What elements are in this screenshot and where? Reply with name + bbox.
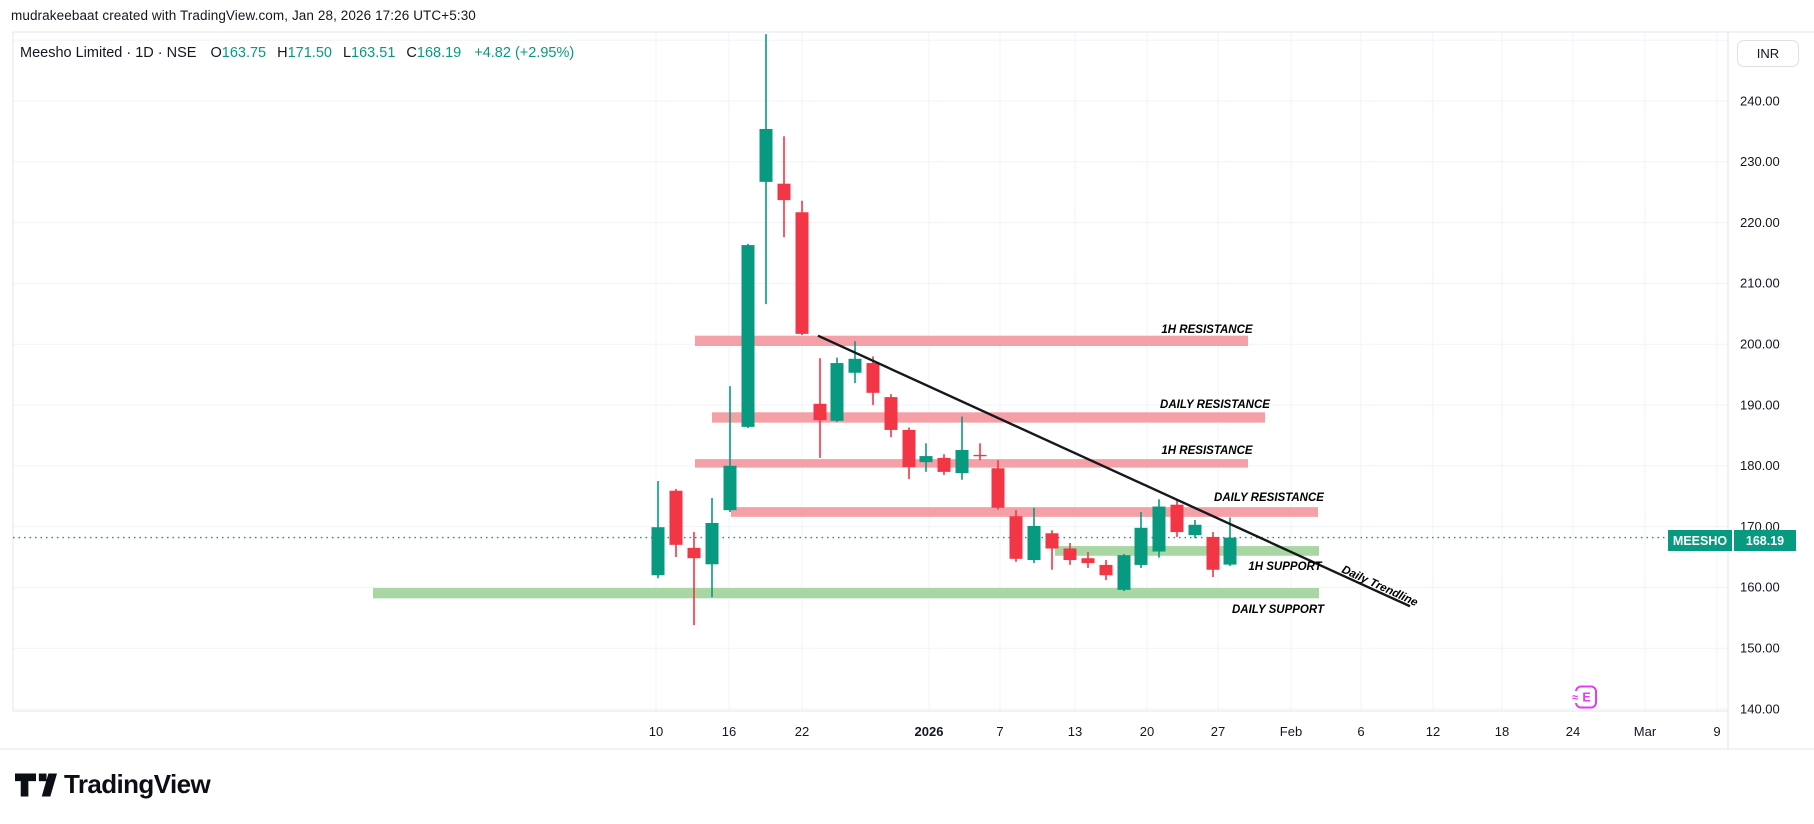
ohlc-low: L163.51	[342, 45, 396, 61]
svg-text:27: 27	[1211, 724, 1225, 739]
svg-text:190.00: 190.00	[1740, 397, 1780, 412]
price-label-symbol: MEESHO	[1668, 530, 1732, 551]
svg-text:1H RESISTANCE: 1H RESISTANCE	[1161, 445, 1252, 457]
svg-text:20: 20	[1140, 724, 1154, 739]
svg-text:1H SUPPORT: 1H SUPPORT	[1248, 561, 1322, 573]
svg-text:≈: ≈	[1572, 692, 1578, 704]
symbol-legend[interactable]: Meesho Limited · 1D · NSE O163.75 H171.5…	[20, 45, 574, 61]
time-axis[interactable]	[13, 711, 1728, 749]
svg-text:Feb: Feb	[1280, 724, 1302, 739]
svg-text:7: 7	[996, 724, 1003, 739]
svg-text:DAILY RESISTANCE: DAILY RESISTANCE	[1214, 492, 1324, 504]
svg-text:2026: 2026	[915, 724, 944, 739]
change-badge: +4.82 (+2.95%)	[474, 45, 575, 61]
svg-text:200.00: 200.00	[1740, 337, 1780, 352]
svg-text:DAILY SUPPORT: DAILY SUPPORT	[1232, 604, 1325, 616]
ohlc-high: H171.50	[277, 45, 332, 61]
svg-text:E: E	[1582, 691, 1590, 705]
tradingview-logo-text: TradingView	[64, 769, 211, 799]
attribution-text: mudrakeebaat created with TradingView.co…	[11, 8, 476, 23]
tradingview-logo: TradingView	[15, 769, 211, 800]
ohlc-open: O163.75	[210, 45, 267, 61]
svg-text:10: 10	[649, 724, 663, 739]
svg-text:22: 22	[795, 724, 809, 739]
svg-text:18: 18	[1495, 724, 1509, 739]
svg-text:16: 16	[722, 724, 736, 739]
ohlc-close: C168.19	[406, 45, 462, 61]
tradingview-logo-icon	[15, 773, 57, 796]
svg-text:210.00: 210.00	[1740, 276, 1780, 291]
price-label-value: 168.19	[1734, 530, 1796, 551]
last-price-label[interactable]: MEESHO 168.19	[1668, 530, 1796, 551]
svg-text:DAILY RESISTANCE: DAILY RESISTANCE	[1160, 399, 1270, 411]
svg-text:6: 6	[1357, 724, 1364, 739]
svg-text:180.00: 180.00	[1740, 458, 1780, 473]
svg-text:Mar: Mar	[1634, 724, 1657, 739]
svg-text:220.00: 220.00	[1740, 215, 1780, 230]
symbol-title: Meesho Limited · 1D · NSE	[20, 45, 197, 61]
currency-button[interactable]: INR	[1737, 40, 1799, 67]
svg-text:12: 12	[1426, 724, 1440, 739]
svg-text:160.00: 160.00	[1740, 580, 1780, 595]
svg-text:1H RESISTANCE: 1H RESISTANCE	[1161, 324, 1252, 336]
svg-text:13: 13	[1068, 724, 1082, 739]
svg-text:240.00: 240.00	[1740, 93, 1780, 108]
svg-text:230.00: 230.00	[1740, 154, 1780, 169]
chart-pane[interactable]	[13, 32, 1728, 711]
svg-text:140.00: 140.00	[1740, 701, 1780, 716]
price-axis[interactable]	[1728, 32, 1814, 749]
svg-text:9: 9	[1713, 724, 1720, 739]
svg-text:150.00: 150.00	[1740, 641, 1780, 656]
svg-text:24: 24	[1566, 724, 1580, 739]
